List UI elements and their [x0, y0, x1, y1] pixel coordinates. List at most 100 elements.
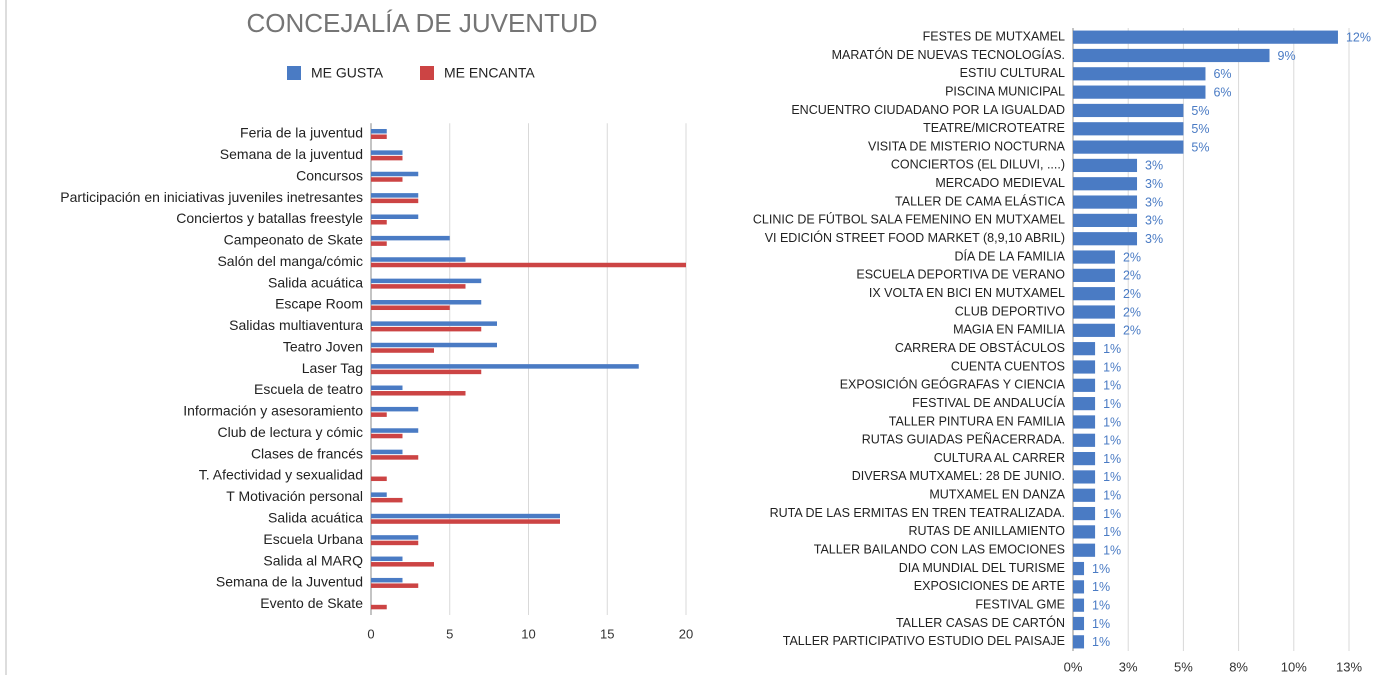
bar: [1073, 195, 1138, 209]
y-tick-label: Semana de la juventud: [220, 146, 363, 162]
chart-title: CONCEJALÍA DE JUVENTUD: [246, 8, 597, 38]
bar: [1073, 470, 1096, 484]
y-tick-label: RUTAS GUIADAS PEÑACERRADA.: [862, 433, 1065, 447]
y-tick-label: Escuela Urbana: [263, 531, 363, 547]
y-tick-label: CULTURA AL CARRER: [934, 451, 1065, 465]
bar: [1073, 85, 1206, 99]
bar: [1073, 525, 1096, 539]
bar: [371, 128, 387, 134]
bar: [371, 326, 482, 332]
bar: [1073, 543, 1096, 557]
y-tick-label: FESTIVAL GME: [975, 597, 1065, 611]
bar: [1073, 305, 1115, 319]
bar: [1073, 452, 1096, 466]
bar: [1073, 580, 1085, 594]
data-label: 1%: [1092, 635, 1110, 649]
x-tick-label: 15: [600, 626, 614, 641]
data-label: 1%: [1103, 342, 1121, 356]
bar: [371, 235, 450, 241]
bar: [371, 241, 387, 246]
y-tick-label: TALLER CASAS DE CARTÓN: [896, 615, 1065, 630]
bar: [1073, 250, 1115, 264]
y-tick-label: DÍA DE LA FAMILIA: [955, 248, 1066, 263]
y-tick-label: MARATÓN DE NUEVAS TECNOLOGÍAS.: [832, 47, 1065, 62]
bar: [371, 583, 419, 588]
bar: [1073, 598, 1085, 612]
bar: [371, 449, 403, 455]
bar: [1073, 616, 1085, 631]
bar: [1073, 122, 1184, 136]
data-label: 5%: [1191, 122, 1209, 136]
legend-label: ME ENCANTA: [444, 65, 535, 81]
y-tick-label: FESTIVAL DE ANDALUCÍA: [912, 395, 1065, 410]
x-tick-label: 20: [679, 626, 693, 641]
x-tick-label: 3%: [1119, 659, 1138, 674]
y-tick-label: ENCUENTRO CIUDADANO POR LA IGUALDAD: [791, 103, 1065, 117]
data-label: 6%: [1213, 85, 1231, 99]
bar: [1073, 635, 1085, 649]
bar: [1073, 268, 1115, 282]
y-tick-label: Teatro Joven: [283, 338, 363, 354]
y-tick-label: Feria de la juventud: [240, 125, 363, 141]
bar: [371, 193, 419, 198]
bar: [371, 150, 403, 155]
data-label: 1%: [1103, 397, 1121, 411]
y-tick-label: EXPOSICIÓN GEÓGRAFAS Y CIENCIA: [840, 377, 1066, 392]
y-tick-label: RUTA DE LAS ERMITAS EN TREN TEATRALIZADA…: [770, 506, 1065, 520]
bar: [371, 556, 403, 562]
bar: [371, 391, 466, 396]
bar: [371, 300, 482, 305]
bar: [1073, 140, 1184, 154]
y-tick-label: Participación en iniciativas juveniles i…: [60, 189, 363, 205]
data-label: 1%: [1103, 544, 1121, 558]
bar: [371, 492, 387, 497]
bar: [371, 321, 497, 326]
bar: [1073, 360, 1096, 374]
bar: [371, 342, 497, 348]
y-tick-label: VISITA DE MISTERIO NOCTURNA: [868, 139, 1066, 153]
y-tick-label: Salida acuática: [268, 274, 363, 290]
data-label: 1%: [1103, 360, 1121, 374]
y-tick-label: Salón del manga/cómic: [217, 253, 363, 269]
x-tick-label: 0%: [1064, 659, 1083, 674]
x-tick-label: 10: [521, 626, 535, 641]
y-tick-label: Salidas multiaventura: [229, 317, 363, 333]
data-label: 1%: [1092, 562, 1110, 576]
bar: [371, 604, 387, 610]
x-tick-label: 13%: [1336, 659, 1362, 674]
x-tick-label: 5: [446, 626, 453, 641]
y-tick-label: TALLER DE CAMA ELÁSTICA: [895, 193, 1066, 208]
bar: [1073, 561, 1085, 576]
data-label: 12%: [1346, 30, 1371, 44]
bar: [371, 385, 403, 391]
bar: [371, 476, 387, 482]
bar: [371, 262, 686, 268]
data-label: 1%: [1103, 379, 1121, 393]
bar: [1073, 488, 1096, 502]
bar: [1073, 506, 1096, 521]
data-label: 2%: [1123, 324, 1141, 338]
x-tick-label: 5%: [1174, 659, 1193, 674]
bar: [371, 428, 419, 433]
bar: [371, 433, 403, 439]
data-label: 1%: [1103, 452, 1121, 466]
y-tick-label: ESCUELA DEPORTIVA DE VERANO: [856, 268, 1065, 282]
bar: [1073, 287, 1115, 301]
bar: [371, 540, 419, 546]
bar: [1073, 397, 1096, 411]
bar: [1073, 67, 1206, 81]
bar: [371, 406, 419, 412]
y-tick-label: Concursos: [296, 167, 363, 183]
bar: [1073, 177, 1138, 191]
x-tick-label: 10%: [1281, 659, 1307, 674]
y-tick-label: ESTIU CULTURAL: [960, 66, 1065, 80]
bar: [371, 220, 387, 225]
y-tick-label: MAGIA EN FAMILIA: [953, 323, 1065, 337]
y-tick-label: Conciertos y batallas freestyle: [176, 210, 363, 226]
bar: [371, 257, 466, 262]
y-tick-label: TALLER PINTURA EN FAMILIA: [889, 414, 1066, 428]
data-label: 1%: [1092, 580, 1110, 594]
legend-swatch: [287, 66, 301, 80]
data-label: 1%: [1103, 489, 1121, 503]
